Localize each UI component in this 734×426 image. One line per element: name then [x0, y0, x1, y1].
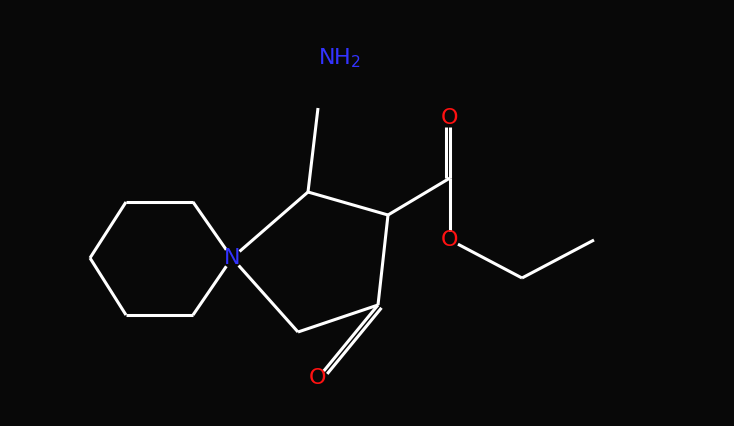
Text: NH$_2$: NH$_2$: [319, 46, 362, 70]
Text: O: O: [309, 368, 327, 388]
Text: N: N: [224, 248, 240, 268]
Text: O: O: [441, 108, 459, 128]
Text: O: O: [441, 230, 459, 250]
